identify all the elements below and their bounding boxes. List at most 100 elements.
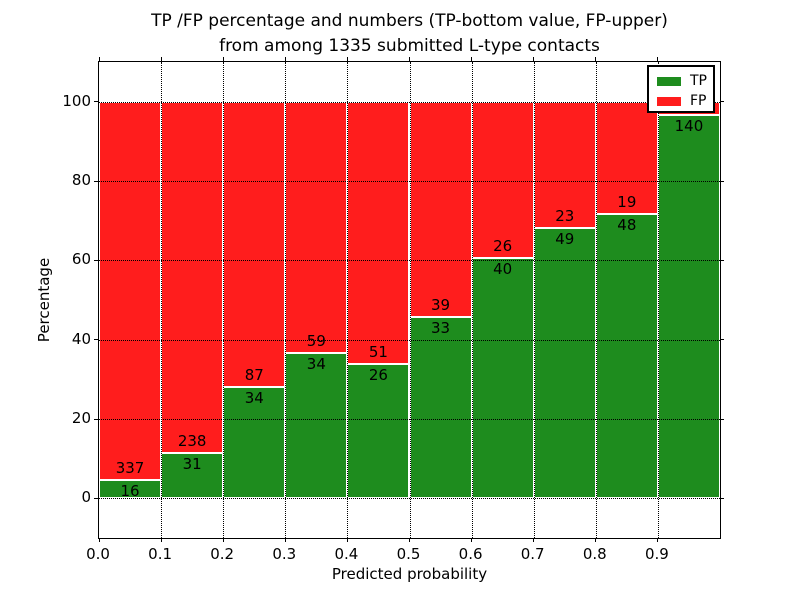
- gridline-horizontal: [99, 181, 720, 182]
- bar-label-tp: 140: [674, 117, 704, 136]
- x-tick-mark: [346, 538, 348, 542]
- x-axis-label: Predicted probability: [331, 565, 488, 583]
- x-tick-mark-top: [160, 57, 162, 61]
- x-tick-mark: [595, 538, 597, 542]
- bar-label-fp: 26: [493, 236, 513, 255]
- y-tick-label: 0: [81, 488, 91, 507]
- bar-label-fp: 19: [617, 193, 637, 212]
- bar-segment-tp: [595, 214, 658, 499]
- bar-label-tp: 34: [244, 388, 264, 407]
- bar-segment-fp: [347, 101, 410, 365]
- bar-segment-tp: [471, 257, 534, 499]
- y-tick-mark-right: [720, 418, 724, 420]
- gridline-vertical: [533, 62, 535, 538]
- x-tick-mark-top: [222, 57, 224, 61]
- bar-label-tp: 26: [368, 366, 388, 385]
- x-tick-mark-top: [284, 57, 286, 61]
- chart-title-line2: from among 1335 submitted L-type contact…: [219, 36, 600, 56]
- legend: TP FP: [647, 65, 715, 113]
- gridline-vertical: [657, 62, 659, 538]
- x-tick-mark: [222, 538, 224, 542]
- bar-segment-tp: [409, 316, 472, 499]
- gridline-horizontal: [99, 260, 720, 262]
- bar-label-tp: 34: [306, 355, 326, 374]
- bar-segment-tp: [99, 480, 162, 499]
- gridline-vertical: [595, 62, 597, 538]
- y-tick-mark-right: [720, 259, 724, 261]
- x-tick-mark: [471, 538, 473, 542]
- gridline-vertical: [471, 62, 473, 538]
- y-tick-mark-right: [720, 497, 724, 499]
- bar-label-fp: 238: [177, 431, 207, 450]
- bar-label-fp: 87: [244, 365, 264, 384]
- gridline-horizontal: [99, 339, 720, 341]
- y-tick-mark: [94, 101, 98, 103]
- bar-segment-tp: [657, 115, 720, 499]
- gridline-vertical: [285, 62, 287, 538]
- x-tick-mark: [533, 538, 535, 542]
- y-tick-mark: [94, 180, 98, 182]
- x-tick-mark-top: [595, 57, 597, 61]
- plot-area: TP FP 337 16 238 31 87 34 59 34 51 26 39 33 26 40 23 49…: [94, 57, 724, 542]
- y-tick-label: 60: [71, 250, 91, 269]
- bar-label-tp: 48: [617, 216, 637, 235]
- y-tick-mark: [94, 497, 98, 499]
- bar-segment-fp: [471, 101, 534, 258]
- chart-title: TP /FP percentage and numbers (TP-bottom…: [99, 9, 720, 59]
- x-tick-label: 0.7: [520, 545, 545, 563]
- legend-label-tp: TP: [690, 73, 707, 89]
- x-tick-label: 0.3: [272, 545, 297, 563]
- gridline-vertical: [409, 62, 411, 538]
- fp-swatch-icon: [657, 96, 681, 106]
- bar-segment-fp: [99, 101, 162, 481]
- x-tick-label: 0.0: [86, 545, 110, 563]
- bar-label-tp: 40: [493, 259, 513, 278]
- bar-label-fp: 51: [368, 343, 388, 362]
- x-tick-mark-top: [657, 57, 659, 61]
- y-tick-mark: [94, 259, 98, 261]
- legend-item-tp: TP: [649, 71, 713, 91]
- x-tick-mark-top: [533, 57, 535, 61]
- x-tick-label: 0.4: [334, 545, 359, 563]
- x-tick-mark: [409, 538, 410, 542]
- x-tick-label: 0.2: [210, 545, 235, 563]
- tp-swatch-icon: [657, 76, 681, 86]
- bar-segment-fp: [409, 101, 472, 317]
- bar-segment-fp: [223, 101, 286, 387]
- bar-segment-tp: [347, 364, 410, 499]
- chart-title-line1: TP /FP percentage and numbers (TP-bottom…: [151, 11, 668, 31]
- y-tick-label: 80: [71, 171, 91, 189]
- bar-segment-fp: [161, 101, 224, 453]
- bar-segment-tp: [533, 228, 596, 499]
- bar-label-fp: 337: [115, 459, 145, 478]
- y-tick-mark-right: [720, 180, 724, 182]
- gridline-vertical: [223, 62, 225, 538]
- bar-label-tp: 31: [182, 454, 202, 473]
- gridline-vertical: [347, 62, 349, 538]
- y-tick-label: 40: [71, 329, 91, 348]
- x-tick-mark: [657, 538, 659, 542]
- y-tick-label: 20: [71, 409, 91, 427]
- bar-segment-tp: [161, 452, 224, 499]
- x-tick-mark-top: [409, 57, 410, 61]
- legend-item-fp: FP: [649, 91, 713, 111]
- x-tick-mark-top: [346, 57, 348, 61]
- x-tick-label: 0.1: [148, 545, 173, 563]
- x-tick-mark: [98, 538, 100, 542]
- x-tick-mark-top: [471, 57, 473, 61]
- bar-segment-tp: [223, 386, 286, 499]
- y-tick-mark: [94, 418, 98, 420]
- gridline-horizontal: [99, 101, 720, 103]
- gridline-vertical: [161, 62, 163, 538]
- bar-label-fp: 39: [431, 295, 451, 314]
- y-tick-mark-right: [720, 101, 724, 103]
- y-tick-mark: [94, 339, 98, 341]
- bar-segment-tp: [285, 353, 348, 499]
- y-tick-mark-right: [720, 339, 724, 341]
- bar-label-tp: 16: [120, 482, 140, 501]
- x-tick-mark: [284, 538, 286, 542]
- x-tick-mark-top: [98, 57, 100, 61]
- x-tick-label: 0.9: [644, 545, 669, 563]
- bar-label-tp: 33: [431, 318, 451, 337]
